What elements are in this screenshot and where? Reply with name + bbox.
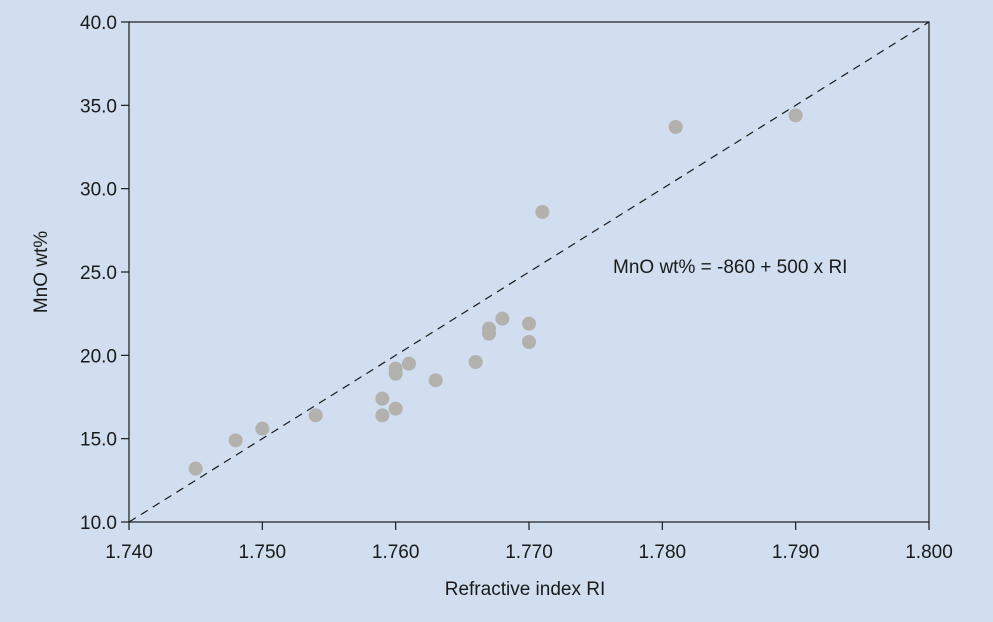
data-point <box>788 108 803 123</box>
data-point <box>308 408 323 423</box>
x-tick-label: 1.790 <box>772 542 820 563</box>
data-point <box>482 326 496 341</box>
x-tick-label: 1.770 <box>505 542 553 563</box>
y-axis-label: MnO wt% <box>31 231 52 313</box>
x-tick-label: 1.750 <box>239 542 287 563</box>
data-point <box>668 120 683 134</box>
data-point <box>522 335 536 349</box>
x-axis-ticks: 1.740 1.750 1.760 1.770 1.780 1.790 1.800 <box>105 522 953 563</box>
y-tick-label: 20.0 <box>80 346 117 367</box>
x-tick-label: 1.800 <box>905 542 953 563</box>
data-point <box>228 433 243 448</box>
data-point <box>388 401 403 416</box>
data-point <box>468 355 483 369</box>
y-axis-ticks: 10.0 15.0 20.0 25.0 30.0 35.0 40.0 <box>80 13 129 534</box>
data-point <box>522 316 536 331</box>
data-point <box>388 366 403 381</box>
data-point <box>188 461 203 476</box>
x-tick-label: 1.760 <box>372 542 420 563</box>
x-axis-label: Refractive index RI <box>445 579 606 600</box>
x-tick-label: 1.780 <box>639 542 687 563</box>
y-tick-label: 40.0 <box>80 13 117 34</box>
x-tick-label: 1.740 <box>105 542 153 563</box>
y-tick-label: 10.0 <box>80 513 117 534</box>
data-point <box>402 356 416 371</box>
data-points <box>188 108 803 476</box>
y-tick-label: 25.0 <box>80 263 117 284</box>
data-point <box>375 408 390 423</box>
y-tick-label: 35.0 <box>80 96 117 117</box>
data-point <box>428 373 443 388</box>
y-tick-label: 15.0 <box>80 430 117 451</box>
regression-line <box>128 21 930 523</box>
equation-annotation: MnO wt% = -860 + 500 x RI <box>613 257 847 278</box>
data-point <box>375 391 390 406</box>
data-point <box>495 311 510 326</box>
data-point <box>535 205 550 219</box>
y-tick-label: 30.0 <box>80 180 117 201</box>
data-point <box>255 421 270 436</box>
